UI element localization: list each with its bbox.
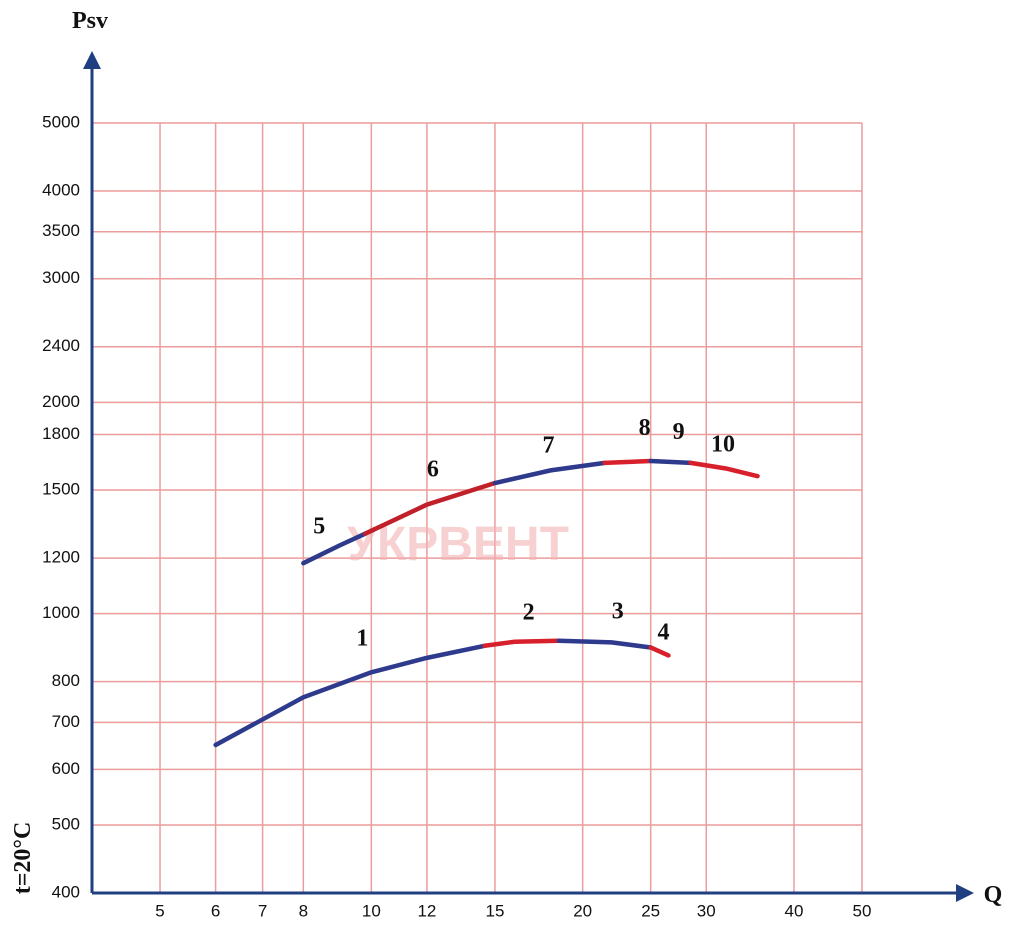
y-tick-label: 5000 xyxy=(42,112,80,131)
y-tick-label: 700 xyxy=(52,712,80,731)
y-tick-label: 2000 xyxy=(42,392,80,411)
y-axis-title: Psv xyxy=(72,8,108,34)
curve-segment xyxy=(362,480,498,536)
x-tick-label: 5 xyxy=(155,901,164,920)
grid xyxy=(92,122,863,894)
x-tick-label: 25 xyxy=(641,901,660,920)
y-tick-label: 500 xyxy=(52,814,80,833)
curve-label: 5 xyxy=(313,514,325,540)
curve-segment xyxy=(648,458,693,466)
temperature-note: t=20°C xyxy=(10,822,36,895)
x-tick-label: 15 xyxy=(485,901,504,920)
y-tick-label: 2400 xyxy=(42,336,80,355)
x-tick-label: 7 xyxy=(258,901,267,920)
curve-segment xyxy=(213,643,487,748)
x-axis-title: Q xyxy=(984,882,1003,908)
curve-label: 3 xyxy=(612,598,624,624)
y-tick-label: 1800 xyxy=(42,424,80,443)
x-tick-label: 20 xyxy=(573,901,592,920)
curve-segment xyxy=(648,645,671,658)
y-tick-label: 1000 xyxy=(42,603,80,622)
curve-label: 10 xyxy=(711,431,735,457)
curve-segment xyxy=(602,458,653,466)
y-tick-label: 4000 xyxy=(42,181,80,200)
x-tick-label: 50 xyxy=(853,901,872,920)
curve-segment xyxy=(688,460,760,479)
y-tick-label: 400 xyxy=(52,882,80,901)
curve-label: 9 xyxy=(673,419,685,445)
y-tick-label: 3500 xyxy=(42,221,80,240)
x-tick-label: 12 xyxy=(417,901,436,920)
y-tick-label: 3000 xyxy=(42,268,80,287)
curve-label: 2 xyxy=(523,600,535,626)
y-tick-label: 600 xyxy=(52,759,80,778)
curve-label: 6 xyxy=(427,457,439,483)
y-tick-label: 1200 xyxy=(42,548,80,567)
curve-label: 7 xyxy=(543,432,555,458)
curve-label: 4 xyxy=(657,619,669,645)
curve-label: 1 xyxy=(356,625,368,651)
curve-segment xyxy=(482,638,562,649)
x-tick-label: 8 xyxy=(299,901,308,920)
x-tick-label: 30 xyxy=(697,901,716,920)
x-tick-label: 10 xyxy=(362,901,381,920)
curve-segment xyxy=(556,638,653,650)
curve-label: 8 xyxy=(639,415,651,441)
curve-segment xyxy=(492,460,607,486)
y-tick-label: 800 xyxy=(52,671,80,690)
y-tick-label: 1500 xyxy=(42,480,80,499)
x-tick-label: 6 xyxy=(211,901,220,920)
x-tick-label: 40 xyxy=(785,901,804,920)
curve-segment xyxy=(301,531,368,566)
